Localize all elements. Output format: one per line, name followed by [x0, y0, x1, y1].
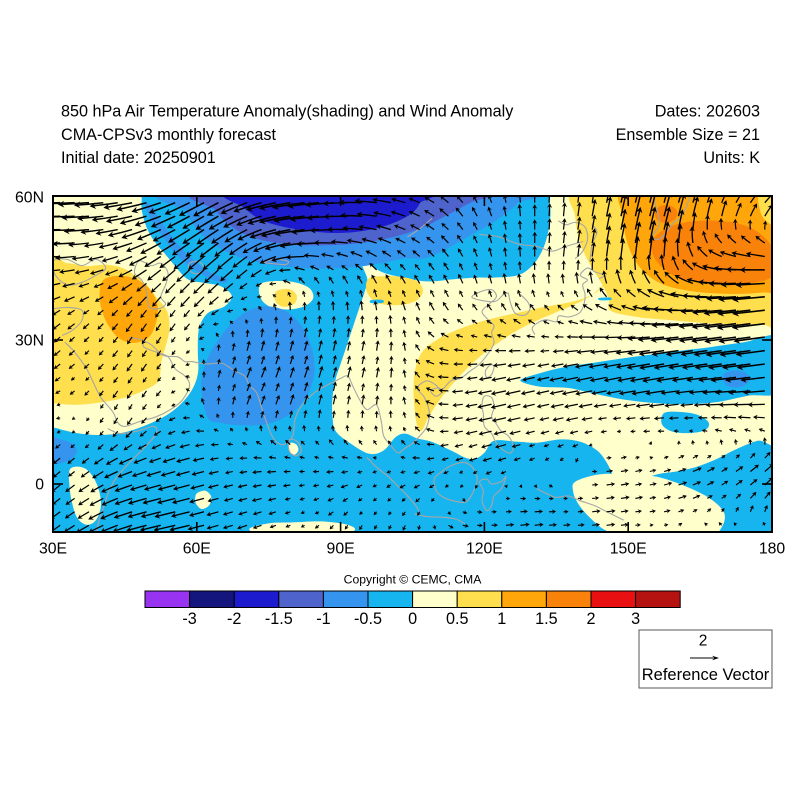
svg-text:1.5: 1.5	[535, 610, 558, 628]
svg-text:60N: 60N	[15, 189, 44, 206]
svg-text:Copyright © CEMC, CMA: Copyright © CEMC, CMA	[344, 573, 483, 587]
svg-text:180: 180	[759, 541, 786, 558]
svg-text:30E: 30E	[39, 541, 67, 558]
svg-text:850 hPa Air Temperature Anomal: 850 hPa Air Temperature Anomaly(shading)…	[61, 103, 514, 121]
svg-text:Units: K: Units: K	[703, 149, 760, 167]
svg-text:30N: 30N	[15, 333, 44, 350]
svg-text:150E: 150E	[610, 541, 647, 558]
svg-text:60E: 60E	[183, 541, 211, 558]
svg-text:Initial date: 20250901: Initial date: 20250901	[61, 149, 216, 167]
svg-text:0: 0	[408, 610, 417, 628]
svg-text:-1.5: -1.5	[265, 610, 293, 628]
svg-text:Ensemble Size = 21: Ensemble Size = 21	[616, 126, 760, 144]
svg-text:90E: 90E	[327, 541, 355, 558]
svg-text:-1: -1	[316, 610, 330, 628]
svg-text:CMA-CPSv3 monthly forecast: CMA-CPSv3 monthly forecast	[61, 126, 277, 144]
svg-text:Reference Vector: Reference Vector	[642, 666, 770, 684]
svg-text:3: 3	[631, 610, 640, 628]
svg-text:-2: -2	[227, 610, 241, 628]
svg-text:0: 0	[35, 476, 44, 493]
svg-text:0.5: 0.5	[446, 610, 469, 628]
svg-text:-0.5: -0.5	[354, 610, 382, 628]
svg-text:120E: 120E	[466, 541, 503, 558]
svg-text:2: 2	[699, 633, 708, 650]
svg-text:-3: -3	[182, 610, 196, 628]
svg-text:Dates: 202603: Dates: 202603	[655, 103, 760, 121]
svg-text:2: 2	[586, 610, 595, 628]
svg-text:1: 1	[497, 610, 506, 628]
